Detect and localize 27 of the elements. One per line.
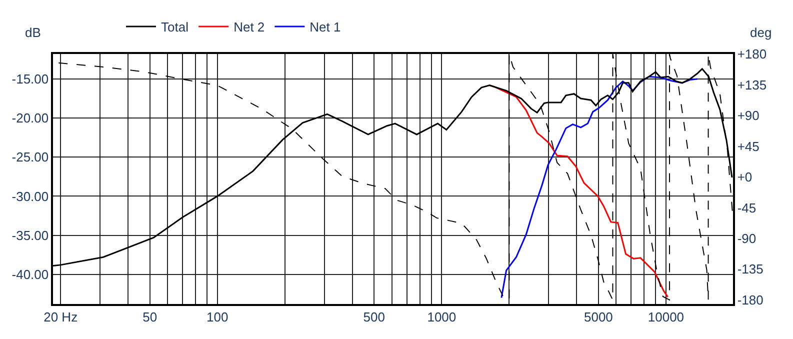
legend-label: Net 1 (310, 20, 341, 35)
y2-axis-title: deg (750, 25, 772, 40)
x-tick-label: 5000 (584, 309, 613, 324)
y2-tick-label: -45 (737, 200, 756, 216)
y-tick-label: -15.00 (12, 72, 49, 87)
x-tick-label: 100 (206, 309, 228, 324)
y-tick-label: -25.00 (12, 150, 49, 165)
x-tick-label: 500 (363, 309, 385, 324)
y2-tick-label: +135 (737, 77, 767, 92)
y2-tick-label: +45 (737, 138, 760, 154)
y2-tick-label: -180 (737, 292, 764, 308)
y-tick-label: -30.00 (12, 188, 49, 204)
y2-tick-label: -90 (737, 230, 756, 246)
y2-tick-label: -135 (737, 262, 764, 277)
x-tick-label: 10000 (648, 309, 684, 324)
y-tick-label: -20.00 (12, 110, 49, 126)
legend-label: Total (161, 20, 189, 35)
x-tick-label: 20 Hz (44, 309, 78, 324)
y-tick-label: -35.00 (12, 228, 49, 243)
x-tick-label: 50 (142, 309, 158, 324)
x-tick-label: 1000 (427, 309, 456, 324)
y2-tick-label: +180 (737, 46, 767, 62)
y2-tick-label: +90 (737, 108, 760, 124)
legend-label: Net 2 (234, 20, 265, 35)
y-tick-label: -40.00 (12, 266, 49, 282)
y-axis-title: dB (25, 25, 41, 40)
y2-tick-label: +0 (737, 170, 752, 184)
